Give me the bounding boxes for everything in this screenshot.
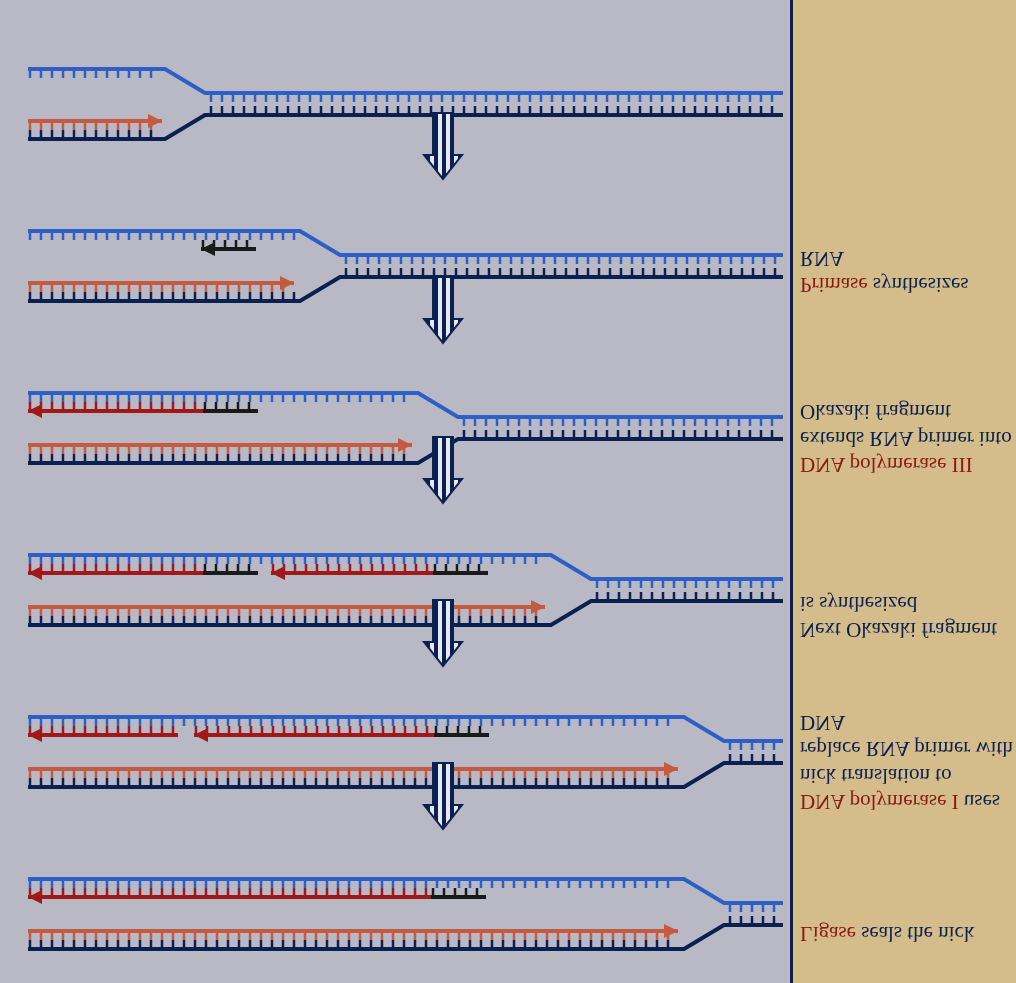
- replication-fork: [0, 355, 790, 475]
- stage-desc: extends RNA primer into Okazaki fragment: [800, 401, 1012, 451]
- enzyme-name: Primase: [800, 273, 868, 297]
- enzyme-name: Ligase: [800, 922, 856, 946]
- replication-fork: [0, 517, 790, 637]
- stage-label: Next Okazaki fragment is synthesized: [800, 591, 1016, 644]
- enzyme-name: DNA polymerase III: [800, 453, 973, 477]
- enzyme-name: DNA polymerase I: [800, 790, 959, 814]
- step-arrow: [418, 429, 468, 509]
- step-arrow: [418, 592, 468, 672]
- replication-fork: [0, 841, 790, 961]
- stage-label: DNA polymerase III extends RNA primer in…: [800, 399, 1016, 478]
- step-arrow: [418, 755, 468, 835]
- step-arrow: [418, 105, 468, 185]
- stage-label: Primase synthesizes RNA: [800, 246, 1016, 299]
- stage-desc: seals the nick: [861, 922, 974, 946]
- stage-label: DNA polymerase I uses nick translation t…: [800, 710, 1016, 815]
- replication-fork: [0, 31, 790, 151]
- replication-fork: [0, 193, 790, 313]
- stage-desc: Next Okazaki fragment is synthesized: [800, 592, 997, 642]
- stage-label: Ligase seals the nick: [800, 921, 1016, 947]
- replication-fork: [0, 679, 790, 799]
- step-arrow: [418, 269, 468, 349]
